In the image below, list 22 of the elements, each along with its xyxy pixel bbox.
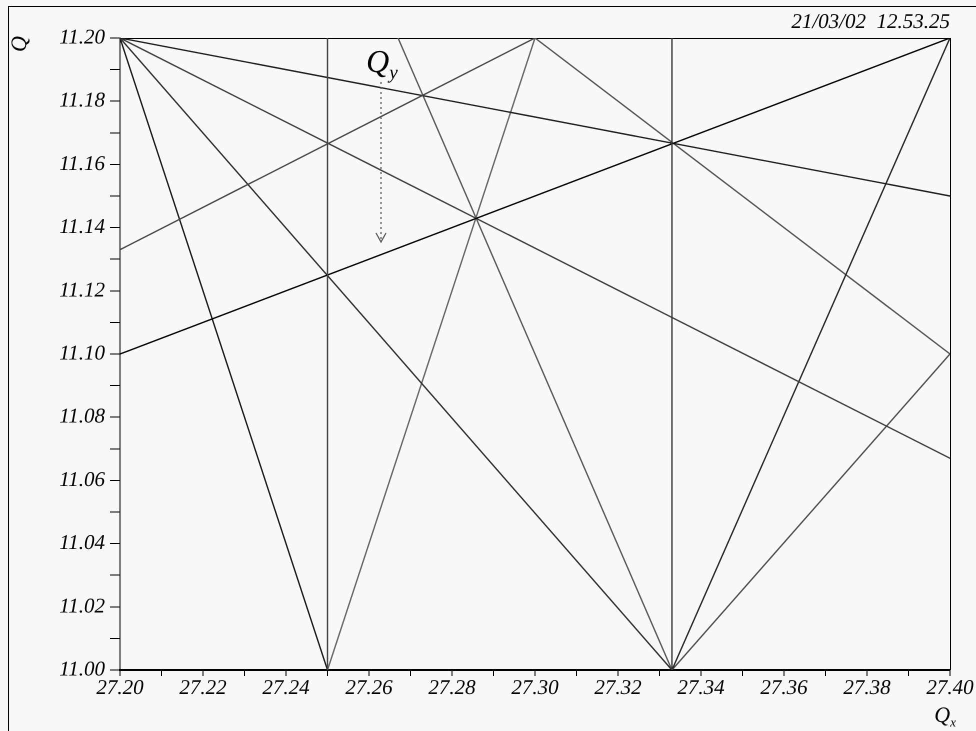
y-tick-label: 11.04 [59,530,106,554]
x-tick-label: 27.40 [926,675,974,700]
x-tick-label: 27.22 [179,675,228,700]
y-tick-label: 11.10 [59,340,106,365]
y-tick-label: 11.12 [59,277,106,302]
y-tick-label: 11.14 [59,214,106,238]
x-tick-label: 27.26 [345,675,394,700]
x-tick-label: 27.28 [428,675,476,700]
x-tick-label: 27.36 [760,675,808,700]
text: 21/03/02 12.53.25 [791,9,950,33]
y-tick-label: 11.08 [59,404,106,428]
x-tick-label: 27.34 [677,675,726,700]
y-tick-label: 11.20 [59,24,106,49]
y-axis-title: Q [6,36,31,52]
y-tick-label: 11.16 [59,150,106,175]
x-tick-label: 27.32 [594,675,642,700]
x-tick-label: 27.24 [262,675,310,700]
y-tick-label: 11.18 [59,88,106,112]
x-tick-label: 27.38 [843,675,892,700]
y-tick-label: 11.06 [59,466,106,491]
y-tick-label: 11.02 [59,593,106,618]
x-tick-label: 27.30 [511,675,560,700]
